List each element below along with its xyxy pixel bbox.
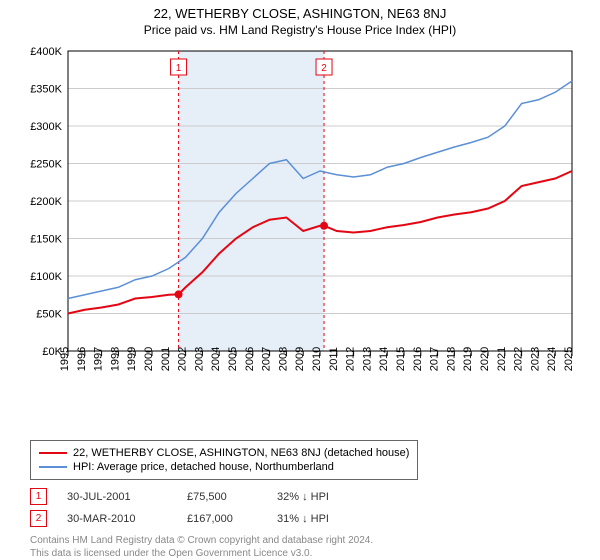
y-tick-label: £50K [36, 309, 62, 321]
x-tick-label: 1998 [109, 347, 121, 371]
sale-diff: 31% ↓ HPI [277, 513, 367, 525]
sale-date: 30-MAR-2010 [67, 513, 167, 525]
chart-title: 22, WETHERBY CLOSE, ASHINGTON, NE63 8NJ [0, 0, 600, 21]
footer-line-2: This data is licensed under the Open Gov… [30, 547, 373, 560]
y-tick-label: £250K [30, 159, 62, 171]
x-tick-label: 1997 [93, 347, 105, 371]
sale-marker-number: 2 [321, 63, 327, 74]
y-tick-label: £400K [30, 46, 62, 58]
y-tick-label: £200K [30, 196, 62, 208]
x-tick-label: 2008 [277, 347, 289, 371]
x-tick-label: 2015 [395, 347, 407, 371]
legend-label: HPI: Average price, detached house, Nort… [73, 461, 334, 473]
x-tick-label: 2024 [546, 347, 558, 371]
x-tick-label: 2017 [429, 347, 441, 371]
x-tick-label: 1995 [59, 347, 71, 371]
sale-price: £75,500 [187, 491, 257, 503]
x-tick-label: 2012 [345, 347, 357, 371]
sale-marker-number: 1 [176, 63, 182, 74]
x-tick-label: 2016 [412, 347, 424, 371]
x-tick-label: 2021 [496, 347, 508, 371]
x-tick-label: 2018 [445, 347, 457, 371]
legend-row: 22, WETHERBY CLOSE, ASHINGTON, NE63 8NJ … [39, 447, 409, 459]
sale-price: £167,000 [187, 513, 257, 525]
x-tick-label: 2013 [361, 347, 373, 371]
y-tick-label: £350K [30, 84, 62, 96]
x-tick-label: 2022 [513, 347, 525, 371]
x-tick-label: 2010 [311, 347, 323, 371]
sale-diff: 32% ↓ HPI [277, 491, 367, 503]
footer-line-1: Contains HM Land Registry data © Crown c… [30, 534, 373, 547]
x-tick-label: 2006 [244, 347, 256, 371]
sale-point [175, 290, 183, 298]
sale-marker: 1 [30, 488, 47, 505]
legend-box: 22, WETHERBY CLOSE, ASHINGTON, NE63 8NJ … [30, 440, 418, 480]
sale-date: 30-JUL-2001 [67, 491, 167, 503]
legend-label: 22, WETHERBY CLOSE, ASHINGTON, NE63 8NJ … [73, 447, 409, 459]
x-tick-label: 2020 [479, 347, 491, 371]
x-tick-label: 2023 [529, 347, 541, 371]
x-tick-label: 1996 [76, 347, 88, 371]
x-tick-label: 2001 [160, 347, 172, 371]
sale-marker: 2 [30, 510, 47, 527]
sale-row: 2 30-MAR-2010 £167,000 31% ↓ HPI [30, 510, 367, 527]
x-tick-label: 2019 [462, 347, 474, 371]
sale-row: 1 30-JUL-2001 £75,500 32% ↓ HPI [30, 488, 367, 505]
price-chart: £0K£50K£100K£150K£200K£250K£300K£350K£40… [20, 41, 580, 421]
x-tick-label: 2003 [193, 347, 205, 371]
x-tick-label: 2000 [143, 347, 155, 371]
x-tick-label: 2025 [563, 347, 575, 371]
x-tick-label: 2009 [294, 347, 306, 371]
legend-row: HPI: Average price, detached house, Nort… [39, 461, 409, 473]
x-tick-label: 2007 [261, 347, 273, 371]
x-tick-label: 1999 [126, 347, 138, 371]
chart-subtitle: Price paid vs. HM Land Registry's House … [0, 21, 600, 41]
x-tick-label: 2014 [378, 347, 390, 371]
footer-text: Contains HM Land Registry data © Crown c… [30, 534, 373, 560]
y-tick-label: £150K [30, 234, 62, 246]
x-tick-label: 2005 [227, 347, 239, 371]
legend-swatch [39, 452, 67, 454]
y-tick-label: £100K [30, 271, 62, 283]
sale-point [320, 222, 328, 230]
legend-swatch [39, 466, 67, 468]
y-tick-label: £300K [30, 121, 62, 133]
x-tick-label: 2004 [210, 347, 222, 371]
x-tick-label: 2002 [177, 347, 189, 371]
